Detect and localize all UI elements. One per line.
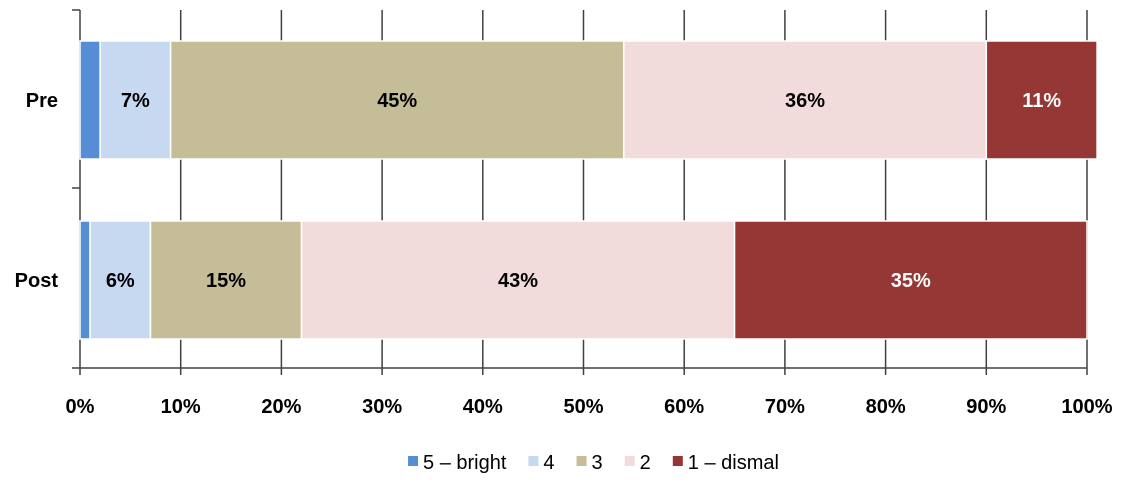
bars (79, 40, 1098, 340)
legend-label: 3 (592, 452, 603, 474)
x-tick-label: 40% (463, 396, 503, 418)
bar-segment (79, 220, 91, 340)
x-tick-label: 20% (261, 396, 301, 418)
category-labels: Pre Post (15, 90, 59, 292)
x-tick-label: 60% (664, 396, 704, 418)
data-label: 6% (106, 270, 135, 292)
x-tick-label: 70% (765, 396, 805, 418)
data-label: 7% (121, 90, 150, 112)
bar-segment (169, 40, 625, 160)
data-label: 11% (1022, 90, 1061, 112)
data-label: 43% (498, 270, 538, 292)
legend-swatch (528, 456, 539, 466)
bar-segment (300, 220, 736, 340)
data-label: 36% (785, 90, 825, 112)
bar-segment (733, 220, 1088, 340)
x-tick-label: 90% (966, 396, 1006, 418)
legend-swatch (624, 456, 635, 466)
data-label: 45% (377, 90, 417, 112)
x-tick-labels: 0% 10% 20% 30% 40% 50% 60% 70% 80% 90% 100% (66, 396, 1113, 418)
bar-segment (623, 40, 988, 160)
category-label: Post (15, 270, 59, 292)
data-label: 35% (891, 270, 931, 292)
category-label: Pre (26, 90, 58, 112)
x-tick-label: 10% (161, 396, 201, 418)
legend: 5 – bright 4 3 2 1 – dismal (408, 452, 779, 474)
legend-swatch (408, 456, 419, 466)
bar-segment (99, 40, 172, 160)
bar-segment (79, 40, 101, 160)
bar-segment (985, 40, 1098, 160)
x-tick-label: 30% (362, 396, 402, 418)
x-tick-label: 80% (866, 396, 906, 418)
bar-segment (149, 220, 303, 340)
x-tick-label: 100% (1061, 396, 1112, 418)
legend-label: 2 (640, 452, 651, 474)
data-label: 15% (206, 270, 246, 292)
legend-label: 1 – dismal (688, 452, 779, 474)
x-tick-label: 50% (563, 396, 603, 418)
legend-label: 4 (543, 452, 554, 474)
x-tick-label: 0% (66, 396, 95, 418)
legend-swatch (672, 456, 683, 466)
legend-label: 5 – bright (423, 452, 507, 474)
data-labels: 7% 45% 36% 11% 6% 15% 43% 35% (106, 90, 1062, 292)
legend-swatch (576, 456, 587, 466)
